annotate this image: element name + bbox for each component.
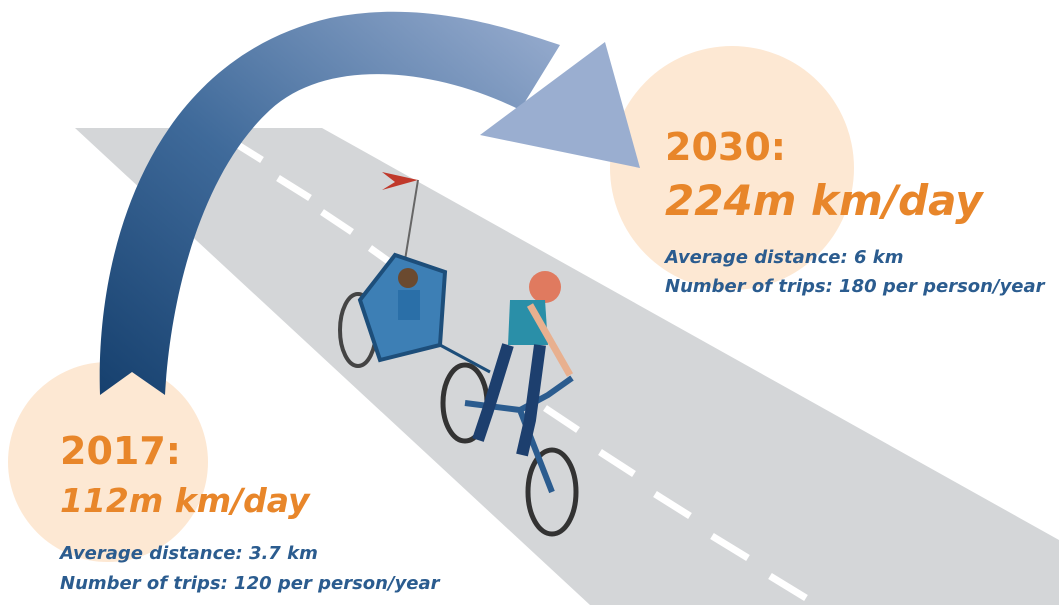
infographic: 2030: 224m km/day Average distance: 6 km… <box>0 0 1059 605</box>
value-label: 112m km/day <box>60 481 311 520</box>
trips-label: Number of trips: 180 per person/year <box>665 276 1046 297</box>
trips-label: Number of trips: 120 per person/year <box>60 573 441 594</box>
value-label: 224m km/day <box>665 176 984 225</box>
year-label: 2030: <box>665 125 786 169</box>
year-label: 2017: <box>60 429 181 473</box>
distance-label: Average distance: 6 km <box>663 247 903 268</box>
distance-label: Average distance: 3.7 km <box>58 543 318 564</box>
